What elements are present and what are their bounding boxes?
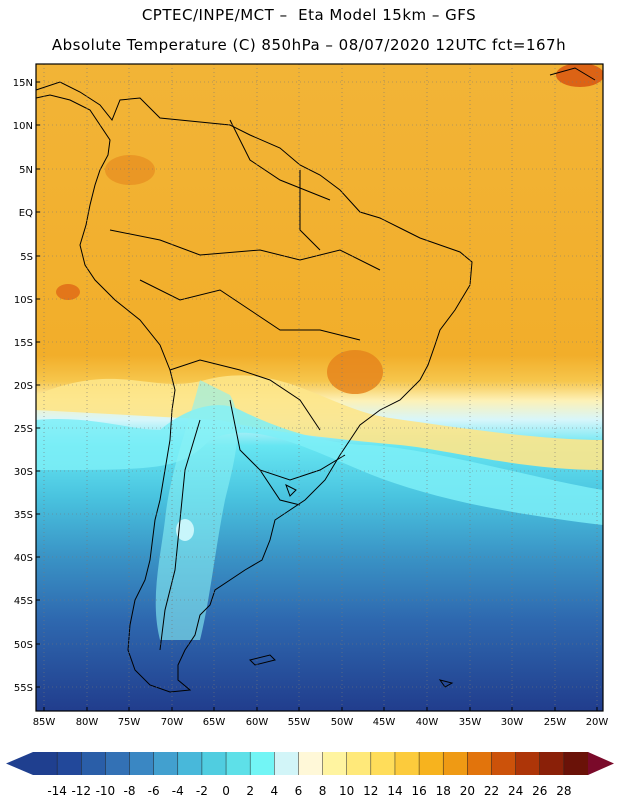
lon-label: 40W (416, 717, 439, 728)
coastline-borders (35, 67, 596, 693)
colorbar-swatch (394, 752, 420, 775)
colorbar-label: 8 (319, 784, 327, 798)
colorbar-swatch (201, 752, 227, 775)
lon-label: 65W (203, 717, 226, 728)
lon-label: 45W (373, 717, 396, 728)
lat-label: 50S (14, 640, 33, 651)
colorbar-label: 4 (270, 784, 278, 798)
temperature-field (36, 64, 603, 711)
longitude-labels: 85W 80W 75W 70W 65W 60W 55W 50W 45W 40W 35W 30W 25W 2… (33, 717, 609, 728)
colorbar-label: 12 (363, 784, 378, 798)
colorbar-label: 24 (508, 784, 523, 798)
lat-label: 5N (19, 165, 33, 176)
colorbar-min-arrow (6, 752, 33, 775)
lon-label: 35W (459, 717, 482, 728)
colorbar-swatch (370, 752, 396, 775)
map-frame (35, 63, 604, 712)
lon-label: 75W (118, 717, 141, 728)
colorbar-max-arrow (588, 752, 614, 775)
lat-label: 40S (14, 553, 33, 564)
warm-spot-northeast (556, 64, 603, 87)
lat-label: 15N (13, 78, 33, 89)
colorbar-label: -6 (148, 784, 160, 798)
lat-label: 10N (13, 121, 33, 132)
colorbar-swatch (515, 752, 541, 775)
colorbar-label: -8 (124, 784, 136, 798)
warm-spot-pacific (56, 284, 80, 300)
warm-spot-north (105, 155, 155, 185)
warm-band (36, 375, 603, 470)
colorbar-label: -12 (71, 784, 91, 798)
colorbar-swatch (346, 752, 372, 775)
lon-label: 55W (288, 717, 311, 728)
colorbar-label: 6 (295, 784, 303, 798)
cold-band (36, 405, 603, 525)
colorbar-label: 0 (222, 784, 230, 798)
lat-label: 55S (14, 683, 33, 694)
colorbar-label: 16 (411, 784, 426, 798)
colorbar-label: 10 (339, 784, 354, 798)
lon-label: 20W (586, 717, 609, 728)
colorbar-swatch (129, 752, 155, 775)
lat-label: 35S (14, 510, 33, 521)
lat-label: 30S (14, 467, 33, 478)
colorbar-swatch (153, 752, 179, 775)
cold-spot-andes (176, 519, 194, 541)
colorbar-label: 22 (484, 784, 499, 798)
colorbar-label: -14 (47, 784, 67, 798)
colorbar-label: 20 (460, 784, 475, 798)
lon-label: 30W (501, 717, 524, 728)
colorbar-swatch (81, 752, 106, 775)
colorbar-swatch (419, 752, 444, 775)
colorbar-label: -4 (172, 784, 184, 798)
lon-label: 85W (33, 717, 56, 728)
lon-label: 50W (331, 717, 354, 728)
lat-label: 25S (14, 424, 33, 435)
colorbar-swatch (322, 752, 348, 775)
colorbar-swatch (177, 752, 203, 775)
colorbar-swatch (298, 752, 323, 775)
lat-label: EQ (19, 208, 33, 219)
colorbar-label: -10 (96, 784, 116, 798)
andes-cold-tongue (155, 380, 238, 640)
colorbar-swatch (105, 752, 130, 775)
colorbar-swatch (491, 752, 517, 775)
colorbar-swatch (467, 752, 492, 775)
colorbar-label: 28 (556, 784, 571, 798)
lat-label: 20S (14, 381, 33, 392)
colorbar-swatch (539, 752, 565, 775)
lat-label: 45S (14, 596, 33, 607)
colorbar-label: 14 (387, 784, 402, 798)
colorbar-swatch (57, 752, 82, 775)
lon-label: 25W (544, 717, 567, 728)
lat-label: 5S (20, 252, 33, 263)
warm-spot-brazil (327, 350, 383, 394)
colorbar-label: -2 (196, 784, 208, 798)
colorbar-label: 18 (436, 784, 451, 798)
colorbar-label: 2 (246, 784, 254, 798)
colorbar-swatch (33, 752, 58, 775)
colorbar-label: 26 (532, 784, 547, 798)
title-line-1: CPTEC/INPE/MCT – Eta Model 15km – GFS (141, 6, 477, 24)
lon-label: 70W (161, 717, 184, 728)
color-bar-labels: -14 -12 -10 -8 -6 -4 -2 0 2 4 6 8 10 12 14 16 18 20 22 24 26… (47, 784, 571, 798)
colorbar-swatch (226, 752, 251, 775)
lat-label: 15S (14, 338, 33, 349)
colorbar-swatch (563, 752, 589, 775)
lat-label: 10S (14, 295, 33, 306)
colorbar-swatch (274, 752, 299, 775)
gridlines (36, 64, 603, 711)
title-line-2: Absolute Temperature (C) 850hPa – 08/07/… (51, 36, 567, 54)
lon-label: 60W (246, 717, 269, 728)
colorbar-swatch (443, 752, 468, 775)
color-bar (6, 752, 614, 775)
colorbar-swatch (250, 752, 275, 775)
latitude-labels: 15N 10N 5N EQ 5S 10S 15S 20S 25S 30S 35S 40S 45S 50S 5… (13, 78, 33, 694)
lon-label: 80W (76, 717, 99, 728)
